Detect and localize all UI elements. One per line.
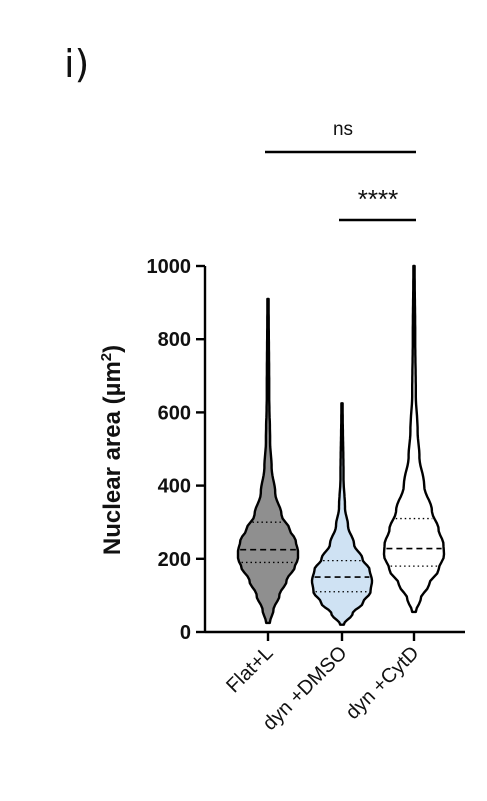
- violin-3: [382, 264, 446, 614]
- y-tick-label-400: 400: [158, 476, 191, 498]
- y-tick-label-1000: 1000: [147, 256, 192, 278]
- y-tick-label-800: 800: [158, 329, 191, 351]
- y-axis-label-sup: 2: [98, 353, 115, 361]
- x-tick-label-1: Flat+L: [222, 642, 277, 697]
- panel-label: i): [64, 42, 90, 86]
- y-axis-label-close: ): [99, 345, 126, 353]
- significance-label-2: ****: [358, 184, 398, 214]
- significance-label-1: ns: [333, 119, 353, 140]
- violin-1: [236, 297, 300, 625]
- y-tick-label-600: 600: [158, 402, 191, 424]
- significance-group: ns ****: [265, 119, 416, 222]
- violins-group: [236, 264, 446, 626]
- y-axis-label: Nuclear area (µm2): [98, 345, 126, 555]
- x-tick-label-3: dyn +CytD: [342, 642, 424, 724]
- y-axis-label-main: Nuclear area (µm: [99, 361, 126, 555]
- y-tick-label-200: 200: [158, 549, 191, 571]
- y-tick-label-0: 0: [180, 622, 191, 644]
- violin-2: [310, 402, 374, 626]
